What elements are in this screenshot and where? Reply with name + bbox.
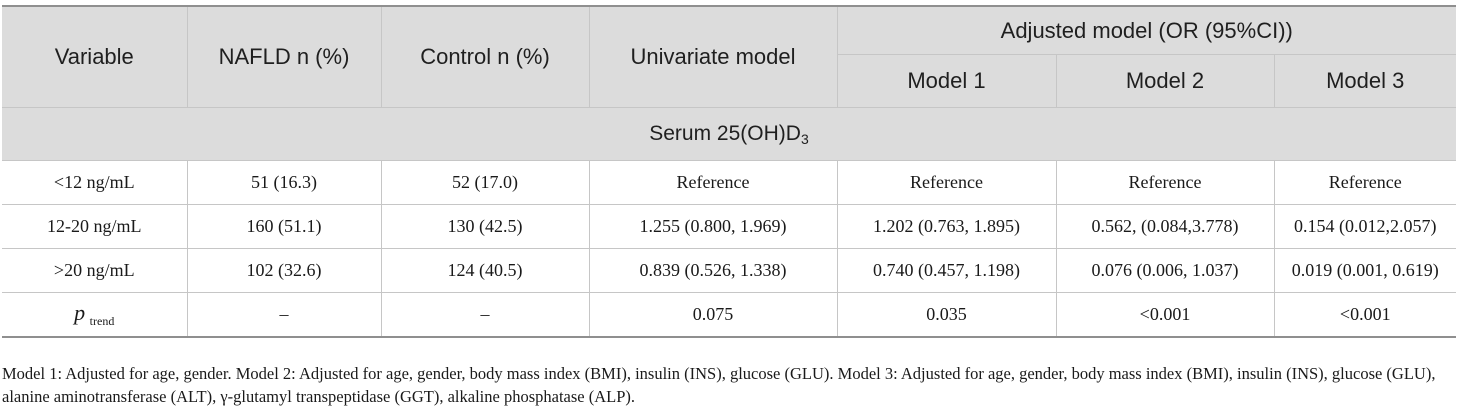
cell-model-3: <0.001 bbox=[1273, 292, 1456, 338]
header-variable: Variable bbox=[2, 6, 188, 108]
cell-univariate: 0.839 (0.526, 1.338) bbox=[588, 248, 838, 293]
header-nafld: NAFLD n (%) bbox=[186, 6, 382, 108]
results-table: Variable NAFLD n (%) Control n (%) Univa… bbox=[2, 5, 1456, 338]
cell-p-trend-label: p trend bbox=[2, 292, 188, 338]
cell-univariate: Reference bbox=[588, 160, 838, 205]
cell-variable: 12-20 ng/mL bbox=[2, 204, 188, 249]
table-footnote: Model 1: Adjusted for age, gender. Model… bbox=[2, 364, 1436, 406]
cell-model-1: Reference bbox=[836, 160, 1057, 205]
header-univariate: Univariate model bbox=[588, 6, 838, 108]
header-row-1: Variable NAFLD n (%) Control n (%) Univa… bbox=[2, 6, 1456, 108]
header-model-2: Model 2 bbox=[1055, 54, 1275, 108]
cell-variable: >20 ng/mL bbox=[2, 248, 188, 293]
section-label-subscript: 3 bbox=[800, 130, 809, 147]
cell-nafld: 160 (51.1) bbox=[186, 204, 382, 249]
cell-model-3: Reference bbox=[1273, 160, 1456, 205]
cell-univariate: 0.075 bbox=[588, 292, 838, 338]
cell-model-2: <0.001 bbox=[1055, 292, 1275, 338]
cell-variable: <12 ng/mL bbox=[2, 160, 188, 205]
table-row: <12 ng/mL 51 (16.3) 52 (17.0) Reference … bbox=[2, 160, 1456, 205]
table-row: >20 ng/mL 102 (32.6) 124 (40.5) 0.839 (0… bbox=[2, 248, 1456, 293]
cell-control: 52 (17.0) bbox=[380, 160, 590, 205]
cell-control: 124 (40.5) bbox=[380, 248, 590, 293]
p-trend-subscript: trend bbox=[89, 314, 115, 328]
section-label-text: Serum 25(OH)D bbox=[649, 121, 801, 145]
cell-model-3: 0.154 (0.012,2.057) bbox=[1273, 204, 1456, 249]
cell-model-1: 1.202 (0.763, 1.895) bbox=[836, 204, 1057, 249]
cell-model-3: 0.019 (0.001, 0.619) bbox=[1273, 248, 1456, 293]
header-model-1: Model 1 bbox=[837, 54, 1057, 108]
cell-univariate: 1.255 (0.800, 1.969) bbox=[588, 204, 838, 249]
cell-model-2: Reference bbox=[1055, 160, 1275, 205]
cell-model-2: 0.562, (0.084,3.778) bbox=[1055, 204, 1275, 249]
cell-nafld: – bbox=[186, 292, 382, 338]
cell-control: 130 (42.5) bbox=[380, 204, 590, 249]
cell-nafld: 51 (16.3) bbox=[186, 160, 382, 205]
cell-control: – bbox=[380, 292, 590, 338]
header-adjusted-model: Adjusted model (OR (95%CI)) bbox=[836, 6, 1456, 55]
section-row: Serum 25(OH)D3 bbox=[2, 107, 1456, 161]
table-row: 12-20 ng/mL 160 (51.1) 130 (42.5) 1.255 … bbox=[2, 204, 1456, 249]
trend-row: p trend – – 0.075 0.035 <0.001 <0.001 bbox=[2, 292, 1456, 338]
table-container: Variable NAFLD n (%) Control n (%) Univa… bbox=[2, 5, 1456, 338]
p-symbol: p bbox=[74, 300, 86, 325]
section-label: Serum 25(OH)D3 bbox=[2, 107, 1456, 161]
cell-model-1: 0.740 (0.457, 1.198) bbox=[836, 248, 1057, 293]
cell-model-2: 0.076 (0.006, 1.037) bbox=[1055, 248, 1275, 293]
cell-model-1: 0.035 bbox=[836, 292, 1057, 338]
header-model-3: Model 3 bbox=[1273, 54, 1456, 108]
header-control: Control n (%) bbox=[380, 6, 590, 108]
header-row-2: Model 1 Model 2 Model 3 bbox=[2, 54, 1456, 108]
cell-nafld: 102 (32.6) bbox=[186, 248, 382, 293]
